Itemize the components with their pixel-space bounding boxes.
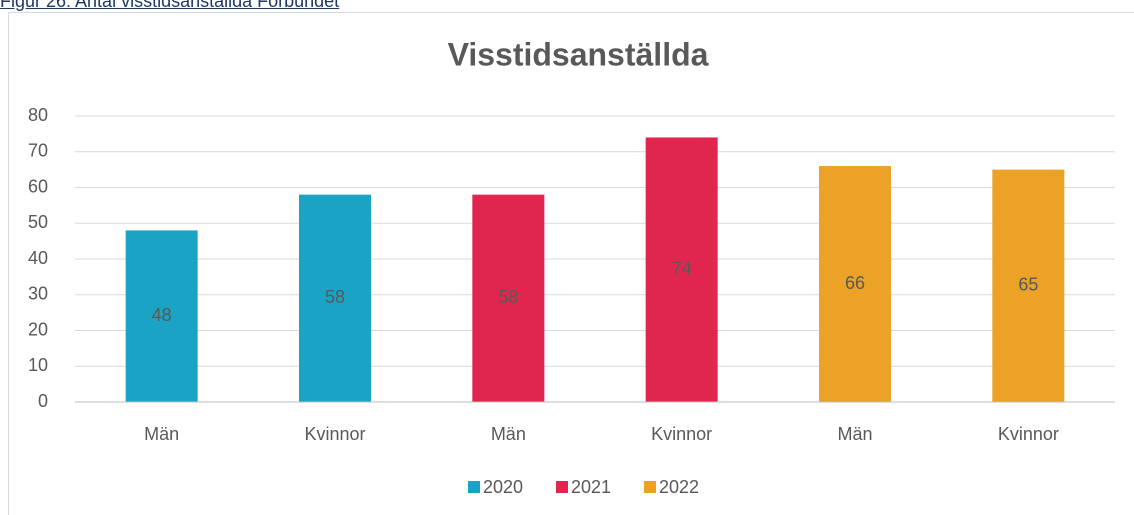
y-tick-label: 80 — [28, 105, 48, 125]
x-tick-label: Kvinnor — [651, 424, 712, 444]
x-tick-label: Män — [144, 424, 179, 444]
y-tick-label: 60 — [28, 176, 48, 196]
y-tick-label: 0 — [38, 391, 48, 411]
bar — [125, 230, 198, 402]
x-tick-label: Kvinnor — [998, 424, 1059, 444]
x-tick-label: Män — [837, 424, 872, 444]
data-label: 48 — [152, 305, 172, 325]
bar — [472, 194, 545, 402]
legend-label: 2020 — [483, 477, 523, 497]
y-tick-label: 70 — [28, 141, 48, 161]
y-tick-label: 10 — [28, 355, 48, 375]
bar — [819, 166, 891, 402]
data-label: 58 — [498, 287, 518, 307]
y-tick-label: 30 — [28, 284, 48, 304]
bar — [299, 194, 371, 402]
data-label: 65 — [1018, 275, 1038, 295]
legend-swatch — [468, 481, 480, 493]
y-tick-label: 20 — [28, 319, 48, 339]
data-label: 74 — [672, 258, 692, 278]
data-label: 66 — [845, 273, 865, 293]
bar — [645, 137, 718, 402]
legend-swatch — [644, 481, 656, 493]
caption: Figur 26: Antal visstidsanställda Förbun… — [0, 0, 340, 11]
y-tick-label: 40 — [28, 248, 48, 268]
legend-label: 2021 — [571, 477, 611, 497]
chart-title: Visstidsanställda — [448, 36, 709, 72]
legend-label: 2022 — [659, 477, 699, 497]
x-tick-label: Män — [491, 424, 526, 444]
bar — [992, 169, 1065, 402]
legend-swatch — [556, 481, 568, 493]
chart-border — [8, 12, 1134, 515]
y-tick-label: 50 — [28, 212, 48, 232]
x-tick-label: Kvinnor — [304, 424, 365, 444]
data-label: 58 — [325, 287, 345, 307]
